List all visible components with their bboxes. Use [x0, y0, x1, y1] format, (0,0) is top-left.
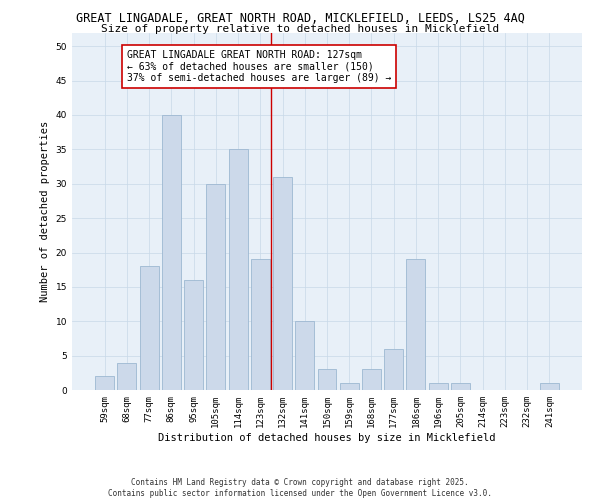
Text: GREAT LINGADALE GREAT NORTH ROAD: 127sqm
← 63% of detached houses are smaller (1: GREAT LINGADALE GREAT NORTH ROAD: 127sqm… [127, 50, 391, 83]
Bar [251, 260, 270, 390]
Text: Contains HM Land Registry data © Crown copyright and database right 2025.
Contai: Contains HM Land Registry data © Crown c… [108, 478, 492, 498]
Bar [540, 383, 559, 390]
Bar [340, 383, 359, 390]
Bar [384, 349, 403, 390]
Text: Size of property relative to detached houses in Micklefield: Size of property relative to detached ho… [101, 24, 499, 34]
Bar [406, 260, 425, 390]
Bar [206, 184, 225, 390]
Bar [184, 280, 203, 390]
Bar [429, 383, 448, 390]
Bar [162, 115, 181, 390]
Bar [295, 322, 314, 390]
Bar [229, 150, 248, 390]
Bar [362, 370, 381, 390]
Bar [273, 177, 292, 390]
Bar [140, 266, 158, 390]
Y-axis label: Number of detached properties: Number of detached properties [40, 120, 50, 302]
Bar [118, 362, 136, 390]
Bar [451, 383, 470, 390]
Text: GREAT LINGADALE, GREAT NORTH ROAD, MICKLEFIELD, LEEDS, LS25 4AQ: GREAT LINGADALE, GREAT NORTH ROAD, MICKL… [76, 12, 524, 26]
Bar [95, 376, 114, 390]
X-axis label: Distribution of detached houses by size in Micklefield: Distribution of detached houses by size … [158, 432, 496, 442]
Bar [317, 370, 337, 390]
